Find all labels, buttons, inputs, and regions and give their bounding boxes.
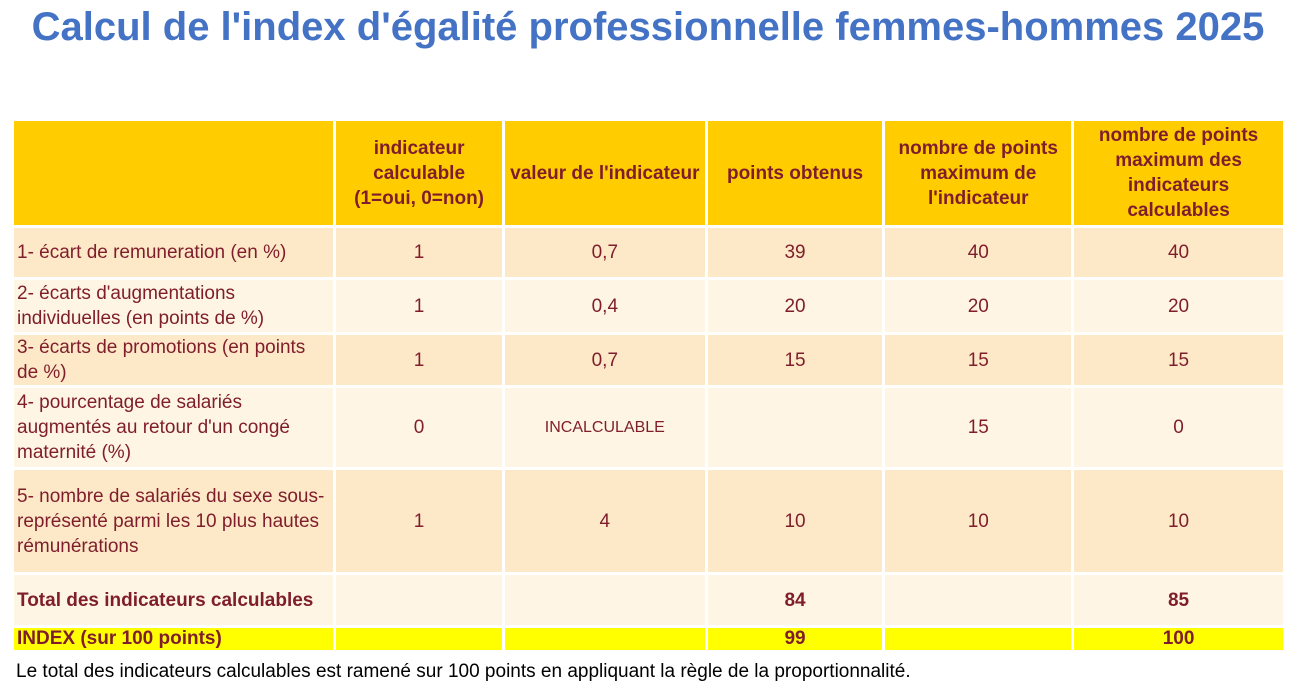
table-row: 3- écarts de promotions (en points de %)… bbox=[14, 335, 1283, 385]
row-value: 0,7 bbox=[504, 228, 705, 277]
index-empty bbox=[885, 628, 1072, 650]
total-empty bbox=[336, 575, 502, 625]
total-empty bbox=[885, 575, 1072, 625]
row-calculable: 0 bbox=[336, 388, 502, 467]
row-label: 2- écarts d'augmentations individuelles … bbox=[14, 280, 334, 332]
page-title: Calcul de l'index d'égalité professionne… bbox=[31, 5, 1265, 49]
row-calculable: 1 bbox=[336, 335, 502, 385]
row-max: 10 bbox=[885, 470, 1072, 572]
row-points: 10 bbox=[707, 470, 883, 572]
index-label: INDEX (sur 100 points) bbox=[14, 628, 334, 650]
row-value: INCALCULABLE bbox=[504, 388, 705, 467]
row-calculable: 1 bbox=[336, 280, 502, 332]
footnote: Le total des indicateurs calculables est… bbox=[16, 661, 911, 682]
header-row: indicateur calculable (1=oui, 0=non) val… bbox=[14, 121, 1283, 225]
row-max-calculable: 40 bbox=[1074, 228, 1283, 277]
index-points: 99 bbox=[707, 628, 883, 650]
row-value: 0,7 bbox=[504, 335, 705, 385]
header-value: valeur de l'indicateur bbox=[504, 121, 705, 225]
row-max-calculable: 20 bbox=[1074, 280, 1283, 332]
row-max: 20 bbox=[885, 280, 1072, 332]
row-label: 3- écarts de promotions (en points de %) bbox=[14, 335, 334, 385]
index-max-calculable: 100 bbox=[1074, 628, 1283, 650]
row-max: 15 bbox=[885, 335, 1072, 385]
row-max: 15 bbox=[885, 388, 1072, 467]
header-calculable: indicateur calculable (1=oui, 0=non) bbox=[336, 121, 502, 225]
row-label: 4- pourcentage de salariés augmentés au … bbox=[14, 388, 334, 467]
row-max: 40 bbox=[885, 228, 1072, 277]
header-max-calculable: nombre de points maximum des indicateurs… bbox=[1074, 121, 1283, 225]
index-empty bbox=[504, 628, 705, 650]
row-points: 39 bbox=[707, 228, 883, 277]
total-label: Total des indicateurs calculables bbox=[14, 575, 334, 625]
header-max: nombre de points maximum de l'indicateur bbox=[885, 121, 1072, 225]
index-row: INDEX (sur 100 points) 99 100 bbox=[14, 628, 1283, 650]
row-points: 15 bbox=[707, 335, 883, 385]
header-points: points obtenus bbox=[707, 121, 883, 225]
header-empty bbox=[14, 121, 334, 225]
row-max-calculable: 10 bbox=[1074, 470, 1283, 572]
total-empty bbox=[504, 575, 705, 625]
row-value: 4 bbox=[504, 470, 705, 572]
row-points: 20 bbox=[707, 280, 883, 332]
index-empty bbox=[336, 628, 502, 650]
table-row: 5- nombre de salariés du sexe sous-repré… bbox=[14, 470, 1283, 572]
total-points: 84 bbox=[707, 575, 883, 625]
row-value: 0,4 bbox=[504, 280, 705, 332]
table-row: 4- pourcentage de salariés augmentés au … bbox=[14, 388, 1283, 467]
row-max-calculable: 0 bbox=[1074, 388, 1283, 467]
total-max-calculable: 85 bbox=[1074, 575, 1283, 625]
row-label: 1- écart de remuneration (en %) bbox=[14, 228, 334, 277]
row-calculable: 1 bbox=[336, 228, 502, 277]
row-points bbox=[707, 388, 883, 467]
row-calculable: 1 bbox=[336, 470, 502, 572]
index-table: indicateur calculable (1=oui, 0=non) val… bbox=[11, 118, 1286, 653]
table-row: 2- écarts d'augmentations individuelles … bbox=[14, 280, 1283, 332]
row-max-calculable: 15 bbox=[1074, 335, 1283, 385]
total-row: Total des indicateurs calculables 84 85 bbox=[14, 575, 1283, 625]
row-label: 5- nombre de salariés du sexe sous-repré… bbox=[14, 470, 334, 572]
table-row: 1- écart de remuneration (en %) 1 0,7 39… bbox=[14, 228, 1283, 277]
